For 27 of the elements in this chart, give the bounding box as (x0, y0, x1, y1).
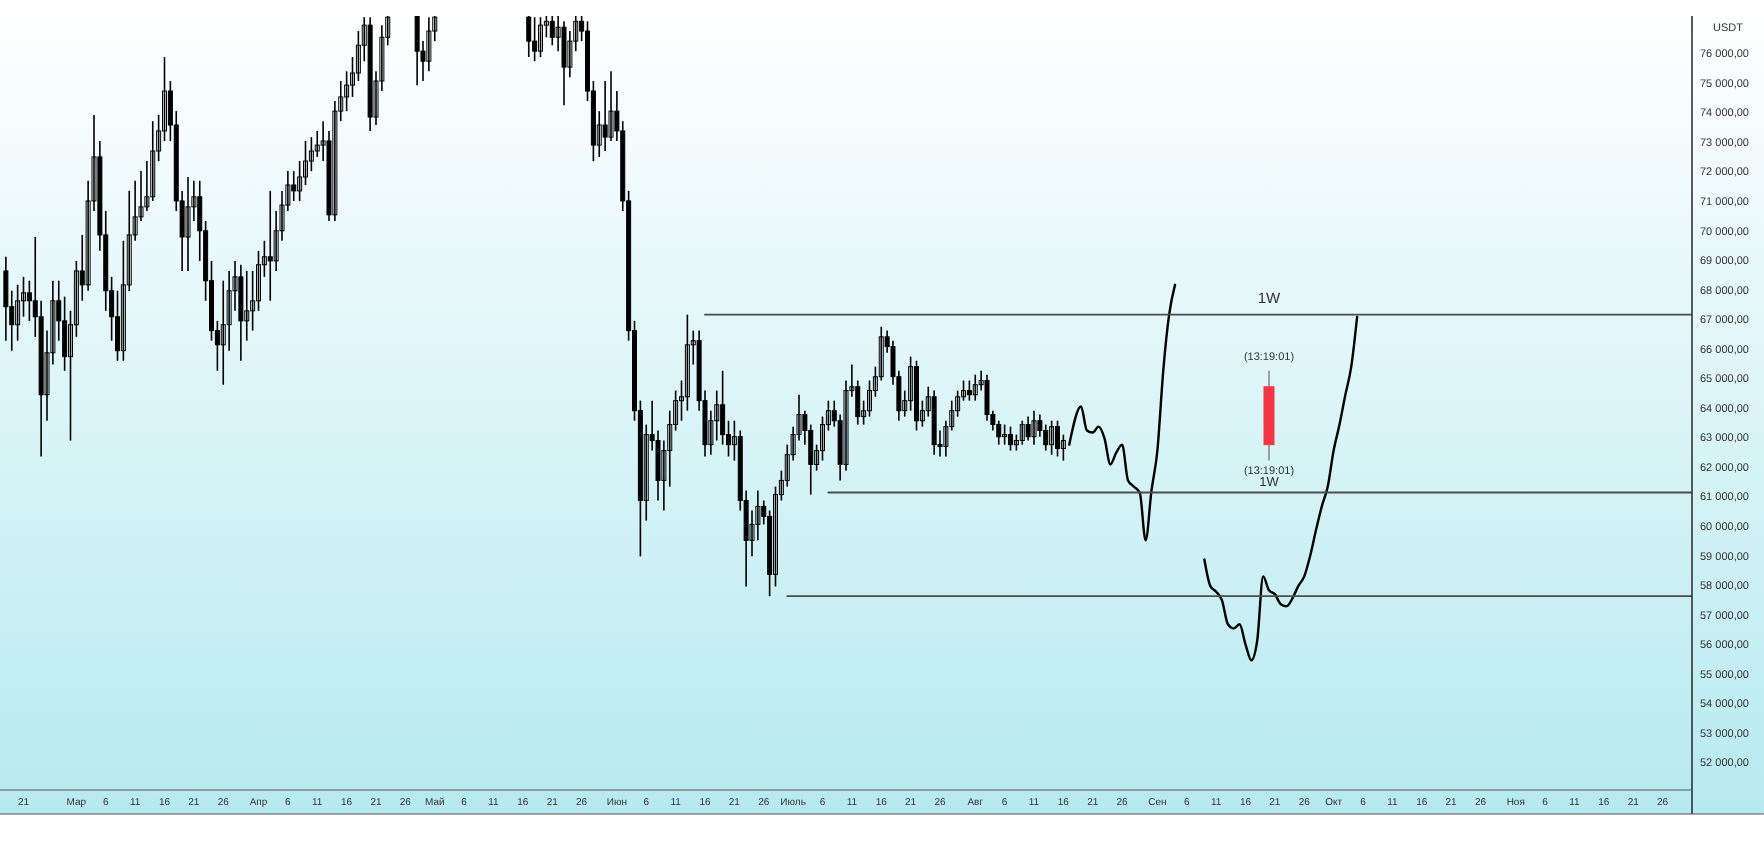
candlestick (1008, 425, 1013, 452)
candlestick (1002, 423, 1008, 446)
candlestick (972, 373, 978, 402)
candlestick (966, 379, 972, 402)
candlestick (1049, 419, 1055, 456)
candlestick (185, 176, 191, 272)
candlestick (996, 419, 1002, 446)
candlestick (538, 16, 543, 58)
candlestick (532, 16, 538, 62)
line-series (1068, 283, 1177, 542)
candlestick (267, 190, 273, 302)
candlestick (220, 279, 226, 386)
candlestick (931, 389, 937, 456)
candlestick (984, 373, 990, 422)
candlestick (238, 263, 244, 362)
line-series (1203, 315, 1359, 662)
candlestick (549, 16, 555, 47)
candlestick (1031, 409, 1037, 446)
candlestick (561, 20, 567, 107)
candlestick (1055, 419, 1060, 458)
candlestick (526, 16, 532, 58)
candlestick (1019, 419, 1025, 446)
candlestick (244, 270, 250, 342)
candlestick (426, 16, 432, 73)
candlestick (1025, 415, 1031, 442)
candlestick (414, 16, 420, 86)
candlestick (1043, 423, 1049, 452)
